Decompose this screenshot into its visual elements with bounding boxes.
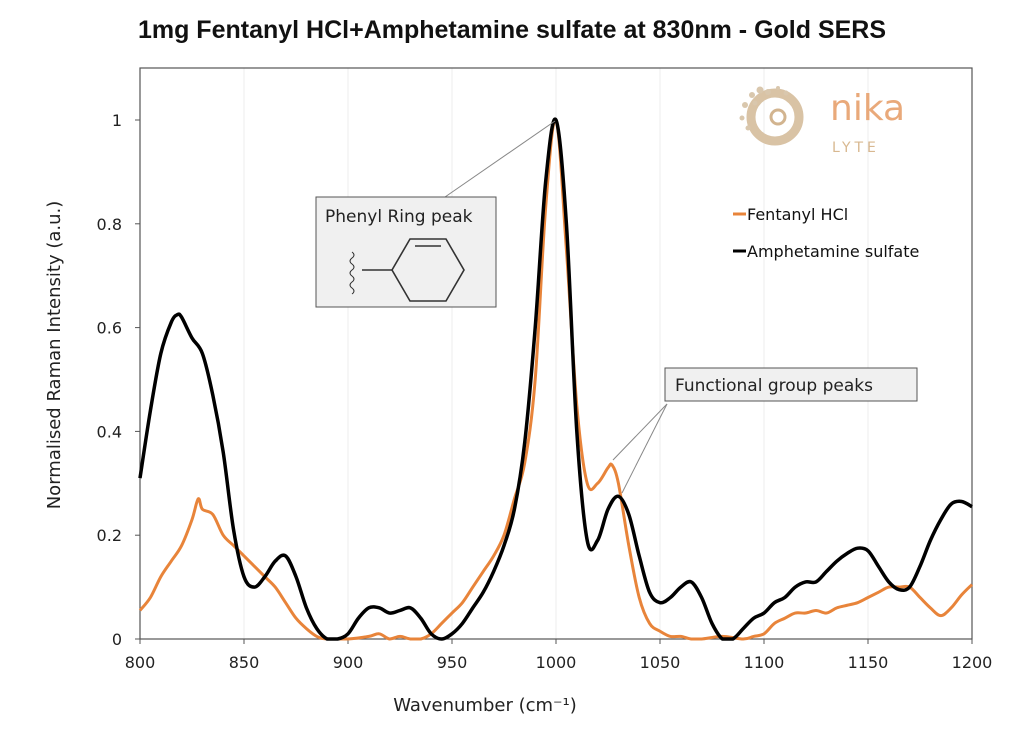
functional-annotation-text: Functional group peaks	[675, 376, 873, 396]
x-tick-label: 850	[229, 653, 260, 672]
x-tick-label: 900	[333, 653, 364, 672]
y-tick-label: 0.8	[97, 215, 122, 234]
x-tick-label: 1100	[744, 653, 785, 672]
phenyl-callout-line	[444, 120, 556, 198]
gridlines	[243, 68, 869, 639]
functional-annotation-box: Functional group peaks	[664, 367, 918, 402]
logo-text-top: nika	[830, 88, 905, 129]
x-tick-label: 1050	[640, 653, 681, 672]
x-tick-label: 800	[125, 653, 156, 672]
functional-callout-line-1	[612, 403, 668, 461]
x-tick-label: 1000	[536, 653, 577, 672]
y-axis-label: Normalised Raman Intensity (a.u.)	[44, 201, 65, 510]
y-tick-label: 0.4	[97, 422, 122, 441]
functional-callout-line-2	[621, 403, 668, 494]
y-tick-label: 0.6	[97, 319, 122, 338]
legend-label-fentanyl: Fentanyl HCl	[747, 205, 848, 224]
x-axis: 800 850 900 950 1000 1050 1100 1150 1200	[125, 639, 993, 672]
nikalyte-logo: nika LYTE	[739, 86, 905, 156]
chart-title: 1mg Fentanyl HCl+Amphetamine sulfate at …	[137, 16, 887, 44]
y-tick-label: 0.2	[97, 526, 122, 545]
legend: Fentanyl HCl Amphetamine sulfate	[733, 205, 919, 261]
logo-text-bottom: LYTE	[832, 140, 880, 156]
x-axis-label: Wavenumber (cm⁻¹)	[393, 695, 577, 716]
y-tick-label: 0	[112, 630, 122, 649]
phenyl-annotation-box: Phenyl Ring peak	[315, 196, 497, 308]
series-line-amphetamine-sulfate	[138, 117, 973, 641]
x-tick-label: 950	[437, 653, 468, 672]
legend-label-amphetamine: Amphetamine sulfate	[747, 242, 919, 261]
x-tick-label: 1200	[952, 653, 993, 672]
series-lines	[138, 117, 974, 641]
x-tick-label: 1150	[848, 653, 889, 672]
y-axis: 0 0.2 0.4 0.6 0.8 1	[97, 111, 140, 649]
y-tick-label: 1	[112, 111, 122, 130]
phenyl-annotation-text: Phenyl Ring peak	[325, 207, 473, 227]
benzene-ring-structure-icon	[349, 238, 465, 302]
